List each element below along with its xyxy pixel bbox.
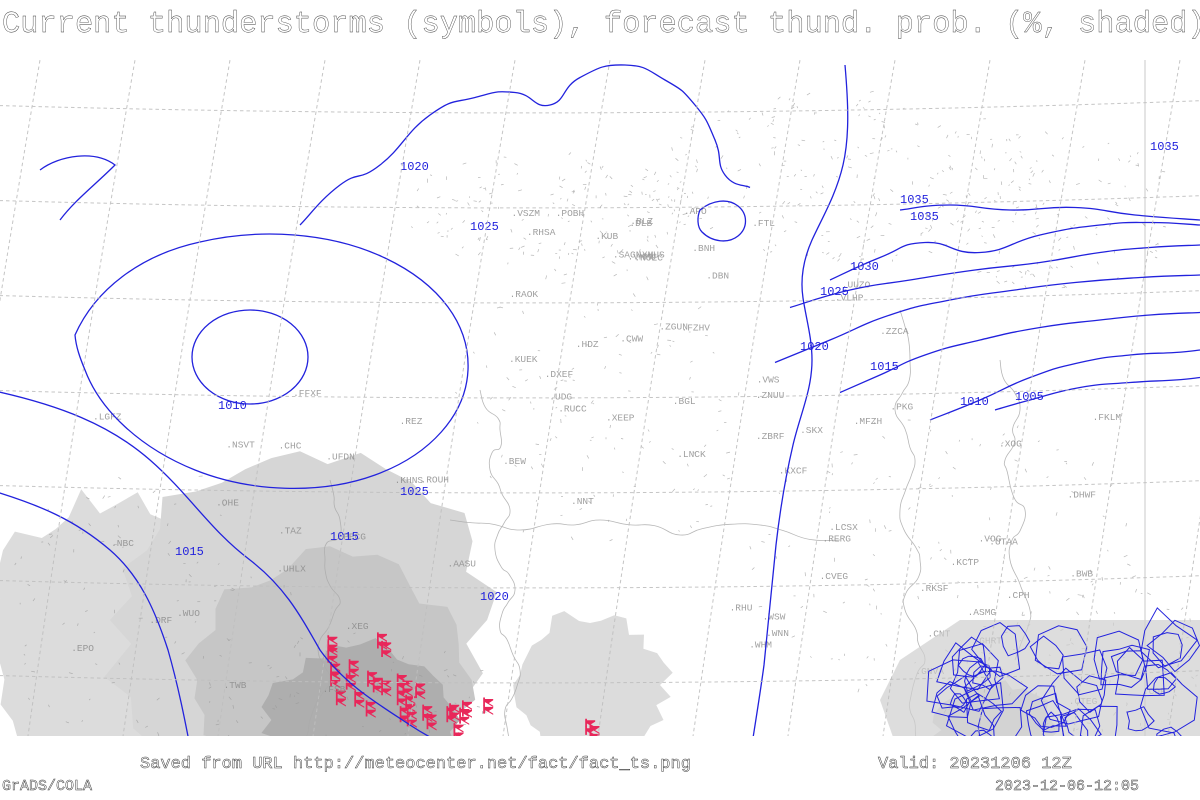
svg-text:1015: 1015 [175,545,204,559]
svg-text:.BWB: .BWB [1070,569,1093,580]
svg-text:.ZBRF: .ZBRF [756,431,785,442]
svg-text:1035: 1035 [900,193,929,207]
svg-text:.SKX: .SKX [800,425,823,436]
svg-text:.CVEG: .CVEG [820,571,849,582]
svg-text:.PKG: .PKG [890,402,913,413]
svg-text:.TWB: .TWB [224,680,247,691]
svg-text:.KCTP: .KCTP [951,557,980,568]
svg-text:.NSVT: .NSVT [226,440,255,451]
svg-text:.UDG: .UDG [549,392,572,403]
svg-text:.XOG: .XOG [999,438,1022,449]
svg-text:1025: 1025 [470,220,499,234]
svg-text:.REZ: .REZ [400,416,423,427]
svg-text:.CHC: .CHC [279,441,302,452]
svg-text:.RHSA: .RHSA [527,227,556,238]
svg-text:.TAZ: .TAZ [279,526,302,537]
svg-text:.RUCC: .RUCC [558,404,587,415]
svg-text:.DBN: .DBN [706,270,729,281]
svg-text:.AASU: .AASU [448,559,477,570]
svg-text:.NBC: .NBC [111,538,134,549]
svg-text:.ZGUN: .ZGUN [659,322,688,333]
svg-text:.DLB: .DLB [629,218,652,229]
svg-text:.FSB: .FSB [323,684,346,695]
svg-text:.RHU: .RHU [730,603,753,614]
svg-text:.ASMG: .ASMG [968,607,997,618]
svg-text:1010: 1010 [218,399,247,413]
svg-text:.KXCF: .KXCF [779,466,808,477]
svg-text:1015: 1015 [870,360,899,374]
svg-text:.VMMU: .VMMU [628,251,657,262]
svg-text:1025: 1025 [400,485,429,499]
svg-text:.FFXF: .FFXF [293,388,322,399]
svg-text:.CWW: .CWW [620,333,643,344]
svg-text:.POBH: .POBH [556,208,585,219]
svg-text:.FKLM: .FKLM [1093,412,1122,423]
svg-text:.VOG: .VOG [979,533,1002,544]
svg-text:.RAOK: .RAOK [510,289,539,300]
svg-text:.KUEK: .KUEK [509,354,538,365]
svg-text:.RKSF: .RKSF [920,583,949,594]
svg-text:.XEG: .XEG [346,621,369,632]
svg-text:.DHWF: .DHWF [1068,489,1097,500]
svg-text:.WUO: .WUO [177,608,200,619]
svg-text:.WHM: .WHM [749,640,772,651]
svg-text:.WNN: .WNN [766,628,789,639]
svg-text:.WSW: .WSW [763,612,786,623]
svg-text:.UFDN: .UFDN [326,452,355,463]
svg-text:1015: 1015 [330,530,359,544]
svg-text:1030: 1030 [850,260,879,274]
svg-text:.DRF: .DRF [149,615,172,626]
svg-text:.VWS: .VWS [757,375,780,386]
svg-text:.EPO: .EPO [71,643,94,654]
svg-text:.VSZM: .VSZM [512,208,541,219]
svg-text:.XEEP: .XEEP [606,412,635,423]
svg-text:.BNH: .BNH [692,243,715,254]
svg-text:.RERG: .RERG [823,534,852,545]
svg-text:.LCSX: .LCSX [829,522,858,533]
svg-text:.HDZ: .HDZ [576,339,599,350]
svg-text:.MFZH: .MFZH [854,416,883,427]
svg-text:.NNT: .NNT [571,496,594,507]
svg-text:.ZNUU: .ZNUU [756,390,785,401]
svg-text:.ZZCA: .ZZCA [880,326,909,337]
svg-text:.LNCK: .LNCK [677,449,706,460]
svg-text:.OHE: .OHE [216,498,239,509]
svg-text:1020: 1020 [480,590,509,604]
svg-text:.CPH: .CPH [1007,590,1030,601]
svg-text:.LGFZ: .LGFZ [93,412,122,423]
svg-text:.KUB: .KUB [595,231,618,242]
svg-text:.BEW: .BEW [503,456,526,467]
svg-text:.ROUH: .ROUH [421,474,450,485]
svg-text:1035: 1035 [910,210,939,224]
svg-text:.UHLX: .UHLX [277,563,306,574]
svg-text:1020: 1020 [400,160,429,174]
